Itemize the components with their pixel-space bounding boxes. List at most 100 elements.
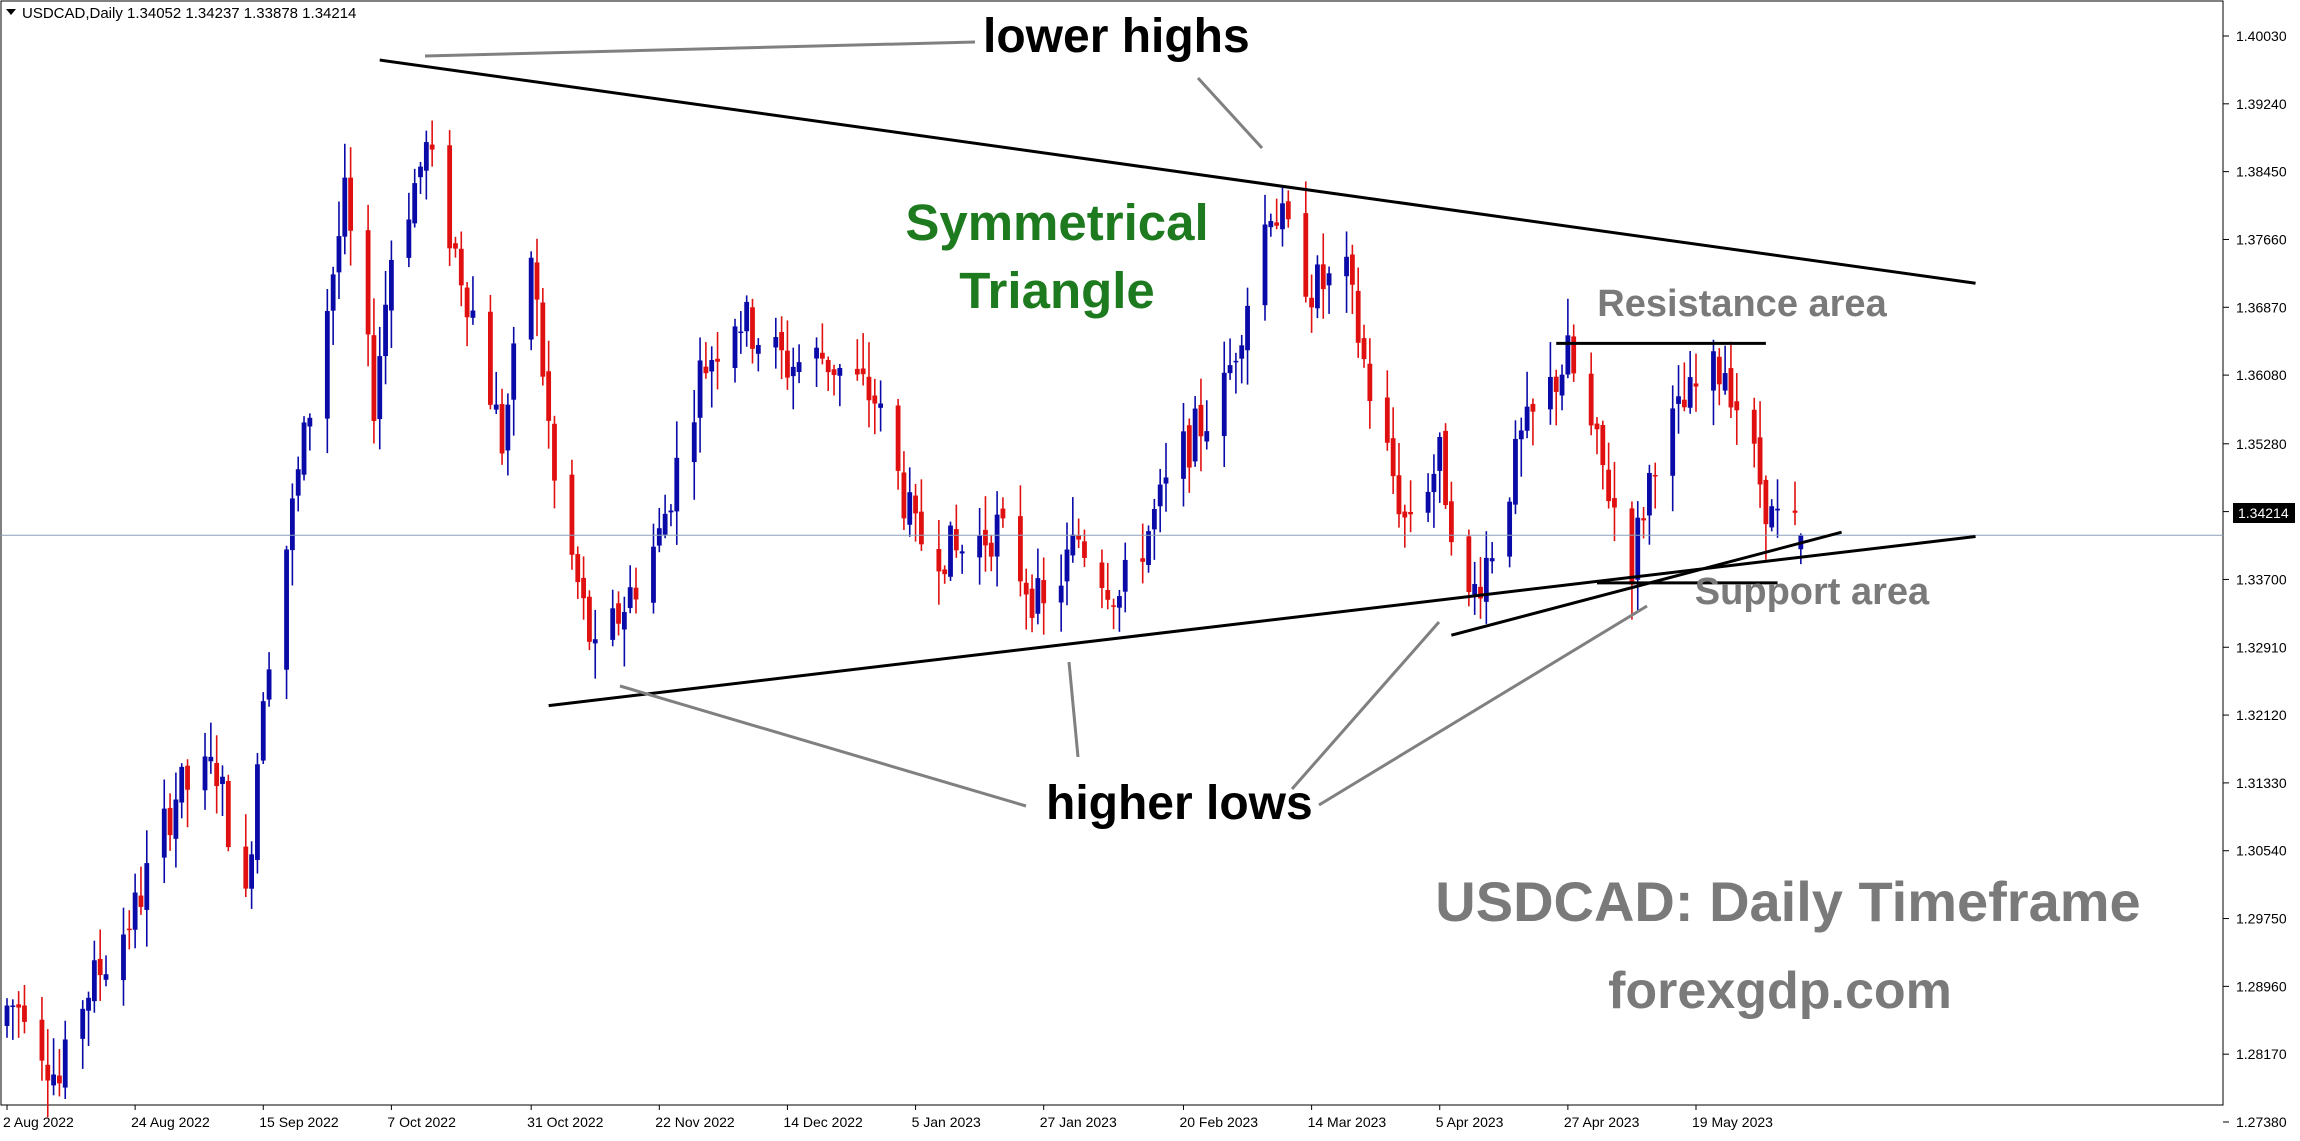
candle-body	[1041, 580, 1047, 604]
candle-body	[447, 145, 453, 249]
candle-body	[1309, 297, 1315, 308]
bearish-candle	[97, 929, 103, 1001]
candle-body	[738, 331, 744, 334]
candle-body	[1443, 430, 1448, 506]
candle-body	[1728, 368, 1734, 408]
bullish-candle	[1064, 522, 1070, 606]
bullish-candle	[691, 389, 697, 500]
bullish-candle	[732, 318, 738, 383]
candle-body	[371, 335, 377, 422]
bearish-candle	[1652, 462, 1658, 509]
bearish-candle	[464, 282, 470, 347]
candle-body	[202, 756, 208, 791]
bearish-candle	[1728, 341, 1734, 419]
candle-body	[1489, 558, 1495, 562]
bearish-candle	[1111, 598, 1116, 630]
candle-body	[167, 807, 173, 836]
bullish-candle	[773, 317, 779, 369]
candle-body	[1530, 403, 1536, 412]
time-tick-label: 20 Feb 2023	[1179, 1114, 1258, 1130]
bullish-candle	[610, 589, 616, 647]
bullish-candle	[1262, 194, 1268, 321]
candle-body	[837, 367, 843, 376]
bullish-candle	[493, 371, 499, 415]
bullish-candle	[295, 456, 301, 512]
candle-body	[988, 542, 994, 557]
candle-body	[569, 474, 575, 555]
candle-body	[1775, 508, 1780, 511]
candle-body	[1472, 584, 1478, 595]
bearish-candle	[581, 556, 586, 620]
bearish-candle	[39, 997, 45, 1081]
time-tick-label: 31 Oct 2022	[527, 1114, 603, 1130]
bearish-candle	[126, 910, 132, 950]
candle-body	[750, 307, 755, 349]
candle-body	[1105, 590, 1111, 600]
bullish-candle	[1058, 554, 1064, 632]
candle-body	[1588, 373, 1594, 426]
bearish-candle	[1734, 373, 1740, 445]
bearish-candle	[243, 814, 249, 898]
candle-body	[505, 404, 511, 451]
price-axis: 1.40030 1.39240 1.38450 1.37660 1.36870 1.360…	[2223, 28, 2287, 1130]
bearish-candle	[45, 1029, 51, 1118]
candle-body	[656, 528, 662, 546]
candle-body	[1320, 264, 1326, 290]
candle-body	[1245, 305, 1250, 351]
candle-body	[1204, 431, 1210, 442]
bearish-candle	[1530, 398, 1536, 446]
candle-body	[1716, 356, 1722, 385]
price-tick-label: 1.37660	[2236, 231, 2287, 247]
bullish-candle	[668, 504, 674, 527]
candle-body	[872, 395, 878, 404]
candle-body	[220, 776, 225, 785]
candle-body	[418, 166, 423, 178]
candle-body	[1647, 473, 1652, 516]
bearish-candle	[1390, 407, 1396, 494]
candles-layer	[4, 120, 1804, 1118]
bullish-candle	[1344, 231, 1349, 313]
candle-body	[1355, 290, 1361, 343]
current-price-tag	[2233, 503, 2295, 523]
candle-body	[796, 362, 802, 372]
candle-body	[16, 1004, 22, 1008]
candle-body	[866, 376, 872, 401]
candle-body	[1396, 475, 1402, 515]
candle-body	[1146, 531, 1151, 565]
candle-body	[895, 405, 901, 471]
bearish-candle	[575, 546, 581, 599]
candle-body	[1198, 404, 1204, 437]
candle-body	[528, 257, 534, 340]
bullish-candle	[1163, 442, 1169, 512]
candle-body	[86, 997, 91, 1011]
bullish-candle	[1676, 365, 1681, 434]
bullish-candle	[330, 266, 336, 345]
candle-body	[51, 1074, 56, 1086]
bullish-candle	[1483, 531, 1489, 624]
bullish-candle	[651, 523, 656, 614]
bullish-candle	[907, 467, 913, 537]
bearish-candle	[1478, 557, 1483, 619]
bullish-candle	[132, 873, 138, 949]
candle-body	[185, 765, 190, 790]
candle-body	[831, 369, 837, 376]
dropdown-triangle-icon[interactable]	[6, 9, 16, 15]
lower-highs-pointer	[1196, 76, 1264, 150]
candle-body	[289, 498, 295, 551]
candle-body	[1000, 508, 1006, 519]
candle-body	[1687, 377, 1693, 408]
bullish-candle	[709, 346, 715, 408]
bearish-candle	[447, 130, 453, 267]
bullish-candle	[412, 168, 418, 228]
bearish-candle	[371, 298, 377, 444]
bullish-candle	[790, 347, 796, 410]
candle-body	[662, 513, 668, 535]
candle-body	[575, 554, 581, 583]
candle-body	[709, 360, 715, 372]
candle-body	[1070, 534, 1076, 556]
site-watermark: forexgdp.com	[1608, 962, 1952, 1020]
candle-body	[755, 345, 761, 354]
bullish-candle	[423, 130, 429, 200]
